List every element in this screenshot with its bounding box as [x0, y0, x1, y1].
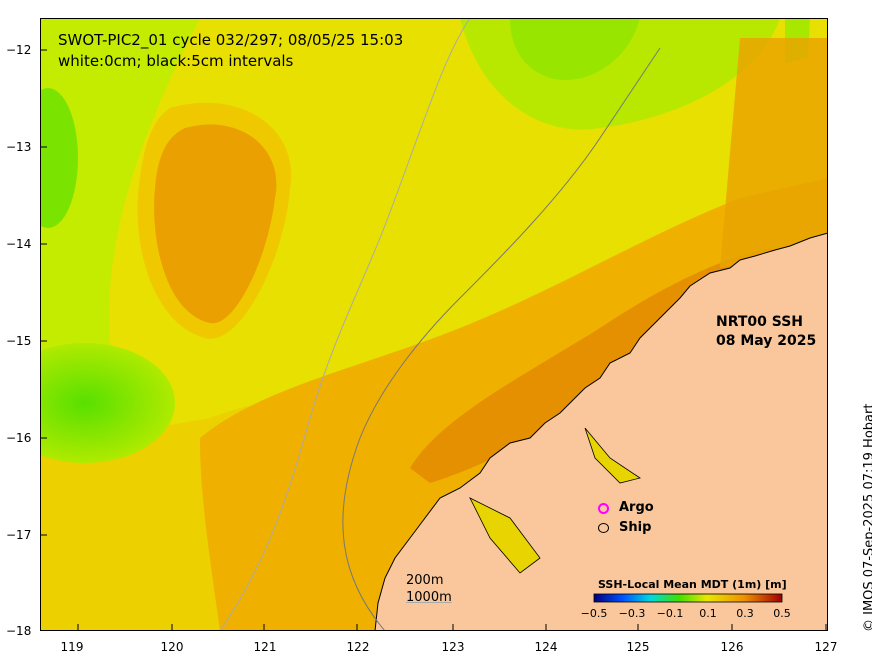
- y-tick-label: −15: [6, 334, 32, 348]
- x-tick-label: 121: [253, 640, 277, 654]
- x-tick-marks: [77, 624, 827, 631]
- gulf-inlet-2: [584, 427, 641, 484]
- product-line-2: 08 May 2025: [716, 333, 817, 349]
- isobath-key: 200m 1000m: [406, 572, 452, 606]
- ship-marker-icon: [598, 523, 609, 533]
- colorbar-tick: 0.1: [699, 607, 717, 620]
- title-line-1: SWOT-PIC2_01 cycle 032/297; 08/05/25 15:…: [58, 31, 404, 49]
- symbol-legend: Argo Ship: [598, 498, 654, 538]
- x-tick-label: 125: [626, 640, 650, 654]
- x-tick-label: 122: [346, 640, 370, 654]
- field-westwarm-core: [154, 124, 277, 324]
- y-tick-label: −16: [6, 431, 32, 445]
- colorbar-ticks: −0.5 −0.3 −0.1 0.1 0.3 0.5: [580, 607, 792, 621]
- y-tick-label: −12: [6, 43, 32, 57]
- ssh-map: [40, 18, 828, 631]
- title-line-2: white:0cm; black:5cm intervals: [58, 52, 294, 70]
- isobath-200m: [342, 47, 661, 631]
- field-green-west: [40, 343, 175, 463]
- y-tick-marks: [40, 49, 47, 631]
- x-tick-label: 127: [814, 640, 838, 654]
- isobath-key-1000m: 1000m: [406, 590, 452, 605]
- isobath-key-200m: 200m: [406, 573, 444, 588]
- x-tick-label: 123: [441, 640, 465, 654]
- isobath-1000m: [219, 18, 471, 631]
- y-tick-label: −18: [6, 624, 32, 638]
- map-title: SWOT-PIC2_01 cycle 032/297; 08/05/25 15:…: [58, 30, 403, 72]
- y-tick-label: −13: [6, 140, 32, 154]
- copyright-notice: © IMOS 07-Sep-2025 07:19 Hobart: [862, 403, 872, 632]
- x-tick-label: 126: [720, 640, 744, 654]
- legend-ship: Ship: [619, 520, 652, 535]
- field-green-northwest: [40, 88, 78, 228]
- colorbar-title: SSH-Local Mean MDT (1m) [m]: [598, 578, 787, 591]
- y-tick-label: −17: [6, 528, 32, 542]
- map-border: [40, 18, 828, 631]
- colorbar-tick: −0.1: [656, 607, 684, 620]
- field-topgreen-core: [510, 18, 640, 80]
- x-tick-label: 120: [160, 640, 184, 654]
- argo-marker-icon: [598, 502, 609, 514]
- colorbar-tick: −0.5: [580, 607, 608, 620]
- colorbar-tick: −0.3: [618, 607, 646, 620]
- x-tick-label: 124: [534, 640, 558, 654]
- swot-swath: [720, 38, 828, 268]
- product-line-1: NRT00 SSH: [716, 314, 804, 330]
- product-label: NRT00 SSH 08 May 2025: [716, 313, 816, 351]
- x-tick-label: 119: [60, 640, 84, 654]
- y-tick-label: −14: [6, 237, 32, 251]
- legend-argo: Argo: [619, 500, 654, 515]
- colorbar: [593, 593, 783, 603]
- gulf-kings-sound: [469, 497, 541, 574]
- colorbar-tick: 0.3: [736, 607, 754, 620]
- colorbar-tick: 0.5: [773, 607, 791, 620]
